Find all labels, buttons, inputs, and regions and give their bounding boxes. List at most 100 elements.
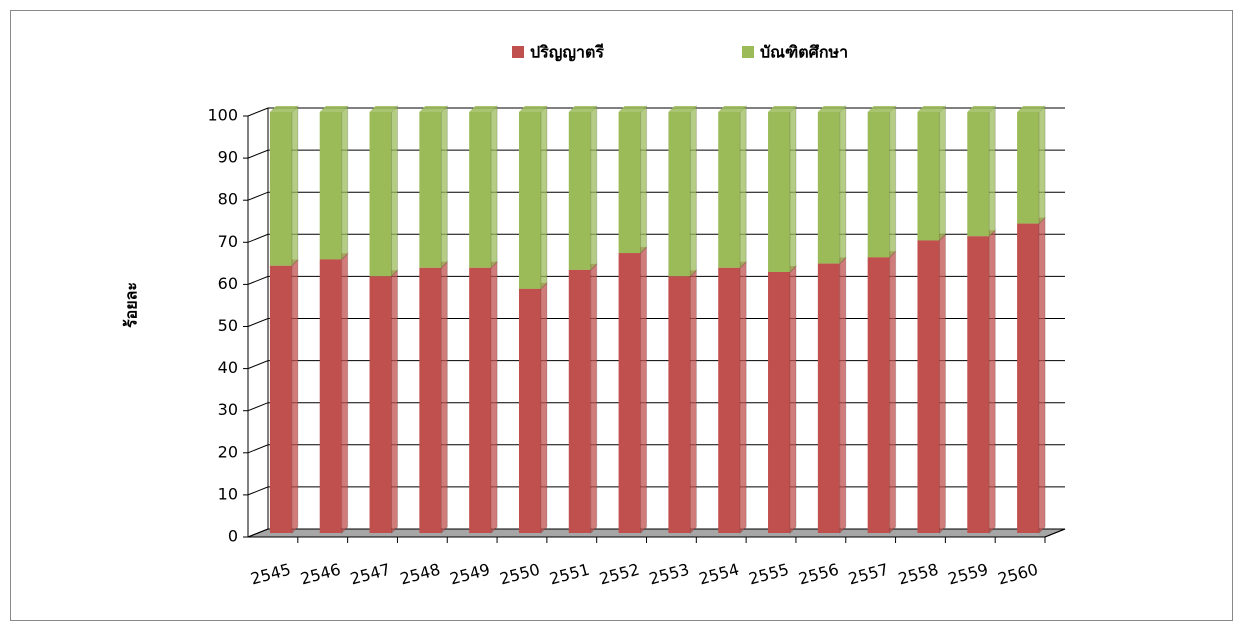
- bar-face: [988, 228, 996, 535]
- bar-face: [369, 106, 398, 112]
- bar-face: [319, 112, 342, 260]
- bar-segment: [568, 262, 598, 535]
- bar-face: [419, 106, 448, 112]
- bar-face: [889, 250, 897, 535]
- bar-segment: [1017, 104, 1046, 225]
- bar-face: [440, 104, 448, 269]
- bar-face: [938, 233, 946, 535]
- bar-face: [568, 106, 597, 112]
- bar-face: [518, 288, 541, 533]
- bar-segment: [768, 104, 797, 274]
- bar-face: [490, 260, 498, 535]
- grid-line: [247, 486, 1065, 496]
- bar-face: [817, 263, 840, 533]
- grid-line: [247, 233, 1065, 243]
- bar-face: [889, 104, 897, 259]
- bar-face: [1038, 216, 1046, 535]
- bar-face: [640, 245, 648, 535]
- y-tick-label: 50: [218, 316, 238, 335]
- legend-swatch: [742, 46, 754, 58]
- axis: [1044, 528, 1066, 538]
- bar-face: [668, 106, 697, 112]
- bar-segment: [469, 104, 498, 269]
- bar-face: [768, 271, 791, 533]
- bar-face: [540, 104, 548, 291]
- bar-face: [490, 104, 498, 269]
- bar-segment: [668, 104, 697, 278]
- bar-face: [817, 106, 846, 112]
- bar-face: [341, 104, 349, 261]
- bar-face: [867, 257, 890, 533]
- grid-line: [247, 149, 1065, 159]
- bar-face: [1017, 223, 1040, 533]
- bar-face: [988, 104, 996, 238]
- bar-segment: [967, 228, 996, 535]
- bar-segment: [817, 104, 847, 265]
- bar-face: [440, 260, 448, 535]
- y-tick-label: 30: [218, 400, 238, 419]
- bar-segment: [718, 104, 747, 269]
- bar-face: [917, 112, 940, 241]
- y-tick-label: 40: [218, 358, 238, 377]
- bar-face: [269, 265, 292, 533]
- bar-face: [618, 112, 641, 254]
- y-tick-label: 0: [228, 527, 238, 546]
- bar-segment: [369, 104, 399, 278]
- bar-face: [369, 112, 392, 277]
- bar-segment: [369, 268, 399, 535]
- bar-face: [768, 112, 791, 272]
- grid-line: [247, 360, 1065, 370]
- bar-face: [341, 252, 349, 535]
- bar-face: [590, 104, 598, 272]
- bar-face: [718, 112, 741, 268]
- bar-face: [319, 106, 348, 112]
- bar-face: [568, 269, 591, 533]
- bar-face: [718, 267, 741, 533]
- bar-face: [319, 259, 342, 533]
- bar-face: [518, 112, 541, 289]
- bar-segment: [718, 260, 747, 535]
- bar-face: [917, 106, 946, 112]
- bar-face: [739, 104, 747, 269]
- bar-segment: [917, 233, 946, 535]
- bar-face: [640, 104, 648, 255]
- bar-face: [917, 240, 940, 533]
- legend-label: บัณฑิตศึกษา: [760, 43, 848, 62]
- bar-face: [839, 104, 847, 265]
- grid-line: [247, 318, 1065, 327]
- bar-segment: [269, 104, 299, 267]
- bar-segment: [419, 104, 448, 269]
- bar-face: [1038, 104, 1046, 225]
- bar-face: [1017, 106, 1046, 112]
- bar-face: [568, 112, 591, 270]
- bar-face: [291, 104, 299, 267]
- bar-face: [689, 268, 697, 535]
- y-axis-label: ร้อยละ: [122, 282, 141, 328]
- bar-segment: [768, 264, 797, 535]
- bar-segment: [518, 281, 548, 535]
- y-tick-label: 100: [207, 106, 238, 125]
- bar-segment: [618, 104, 648, 255]
- bar-face: [369, 276, 392, 533]
- y-tick-label: 80: [218, 190, 238, 209]
- bar-face: [469, 106, 498, 112]
- bar-segment: [817, 256, 847, 535]
- bar-face: [967, 112, 990, 237]
- bar-segment: [319, 252, 349, 535]
- grid-line: [247, 402, 1065, 412]
- bar-segment: [967, 104, 996, 238]
- bar-segment: [319, 104, 349, 261]
- bar-segment: [269, 258, 299, 535]
- bar-face: [391, 104, 399, 278]
- bar-face: [269, 106, 298, 112]
- grid-line: [247, 275, 1065, 285]
- grid-line: [247, 107, 1065, 117]
- bar-face: [590, 262, 598, 535]
- bar-segment: [867, 250, 897, 535]
- bar-face: [540, 281, 548, 535]
- y-tick-label: 20: [218, 442, 238, 461]
- bar-segment: [518, 104, 548, 291]
- bar-face: [469, 267, 492, 533]
- bar-face: [689, 104, 697, 278]
- bar-face: [419, 112, 442, 268]
